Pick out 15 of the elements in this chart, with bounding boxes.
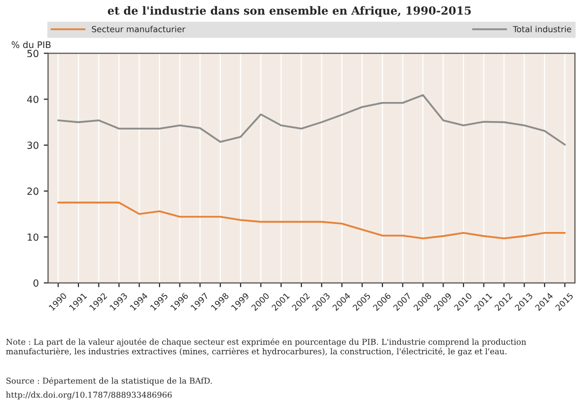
text: http://dx.doi.org/10.1787/888933486966 xyxy=(6,392,172,400)
y-tick-label: 20 xyxy=(27,188,38,195)
y-axis-title: % du PIB xyxy=(12,41,51,48)
legend-label: Total industrie xyxy=(512,26,572,32)
y-tick-label: 40 xyxy=(27,96,38,104)
text: Note : La part de la valeur ajoutée de chaque secteur est exprimée en pourcentage du PIB. L'industrie comprend la production manufacturière, les industries extractives (mines, carrières et hydrocarbures), la construction, l'électricité, le gaz et l'eau. xyxy=(6,338,526,356)
chart-title: et de l'industrie dans son ensemble en Afrique, 1990-2015 xyxy=(108,6,471,17)
y-tick-label: 30 xyxy=(27,142,38,149)
line-series xyxy=(57,202,566,240)
y-tick-label: 0 xyxy=(33,279,38,287)
source-note: Source : Département de la statistique de la BAfD. xyxy=(6,377,212,386)
y-tick-label: 50 xyxy=(27,50,38,58)
legend-label: Secteur manufacturier xyxy=(92,26,186,32)
y-tick-label: 10 xyxy=(28,233,38,241)
line-series xyxy=(57,94,566,146)
